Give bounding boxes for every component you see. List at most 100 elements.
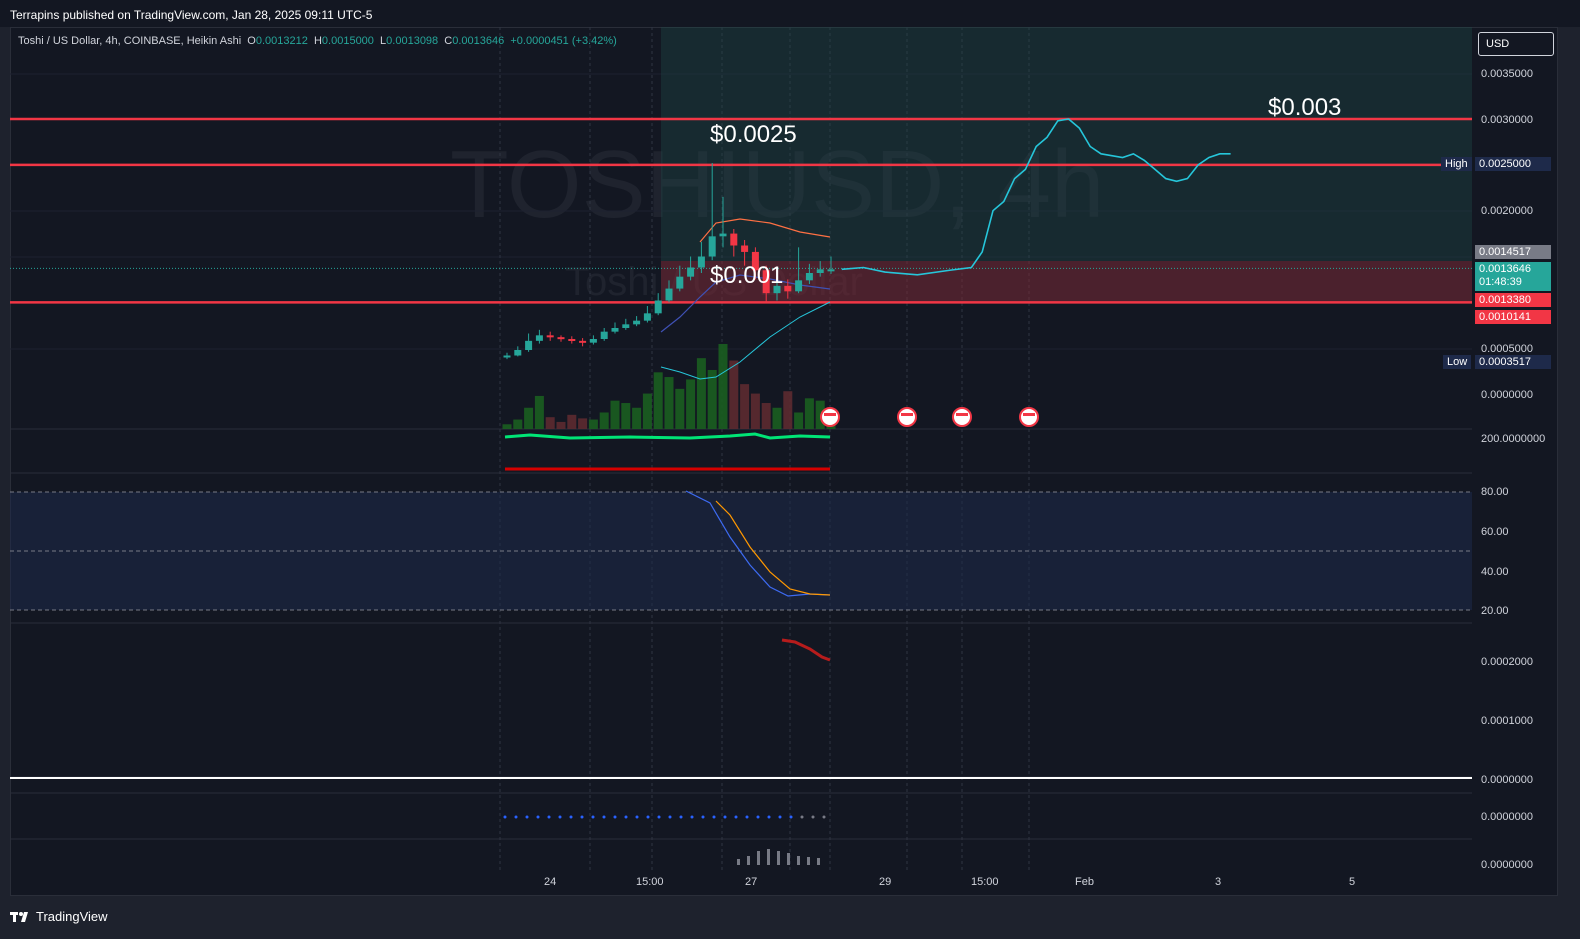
candle-body <box>687 267 695 277</box>
rsi-signal <box>715 500 831 596</box>
volume-bar <box>524 407 534 429</box>
annotation-target-0003: $0.003 <box>1268 94 1342 121</box>
volume-bar <box>664 377 674 429</box>
pane4-dot <box>690 815 694 819</box>
rsi-tick: 60.00 <box>1481 526 1509 538</box>
price-chart[interactable] <box>10 27 1558 896</box>
pane4-dot <box>767 815 771 819</box>
time-tick: 3 <box>1215 876 1222 888</box>
volume-bar <box>534 395 544 429</box>
pane4-dot <box>657 815 661 819</box>
forecast-line <box>841 118 1231 276</box>
pane4-dot <box>580 815 584 819</box>
volume-bar <box>588 419 598 429</box>
last-price-tag: 0.0013646 01:48:39 <box>1475 262 1551 291</box>
pane5-bar <box>757 851 760 865</box>
price-tag-3: 0.0010141 <box>1475 310 1551 324</box>
pane5-bar <box>747 856 750 865</box>
pane4-dot <box>547 815 551 819</box>
publish-info: Terrapins published on TradingView.com, … <box>10 8 373 22</box>
price-tick: 0.0020000 <box>1481 205 1533 217</box>
pane4-dot <box>789 815 793 819</box>
high-price-tag: 0.0025000 <box>1475 157 1551 171</box>
pane4-dot <box>822 815 826 819</box>
time-tick: 5 <box>1349 876 1356 888</box>
volume-bar <box>545 417 555 429</box>
us-event-flag-stripe <box>901 413 913 416</box>
volume-bar <box>804 398 814 429</box>
candle-body <box>730 233 738 246</box>
volume-bar <box>783 391 793 429</box>
pane4-dot <box>646 815 650 819</box>
pane3-tick: 0.0000000 <box>1481 774 1533 786</box>
band-upper <box>699 218 831 243</box>
volume-bar <box>815 400 825 429</box>
volume-bar <box>675 388 685 429</box>
candle-body <box>622 324 630 328</box>
price-tick: 0.0030000 <box>1481 114 1533 126</box>
candle-body <box>643 313 651 321</box>
pane4-dot <box>723 815 727 819</box>
candle-body <box>514 350 522 356</box>
chart-frame[interactable] <box>10 27 1558 896</box>
candle-body <box>741 245 749 252</box>
volume-bar <box>718 344 728 429</box>
us-event-flag-stripe <box>1023 413 1035 416</box>
pane5-bar <box>787 853 790 865</box>
volume-bar <box>556 421 566 429</box>
volume-bar <box>642 393 652 429</box>
pane5-bar <box>797 856 800 865</box>
pane5-bar <box>777 851 780 865</box>
pane4-dot <box>734 815 738 819</box>
price-tag-2: 0.0013380 <box>1475 293 1551 307</box>
change-value: +0.0000451 (+3.42%) <box>510 35 617 47</box>
pane4-dot <box>679 815 683 819</box>
tradingview-logo-icon <box>10 911 28 922</box>
pane4-dot <box>602 815 606 819</box>
open-value: 0.0013212 <box>255 35 308 47</box>
low-value: 0.0013098 <box>386 35 439 47</box>
time-tick: Feb <box>1075 876 1094 888</box>
candle-body <box>665 288 673 301</box>
us-event-flag-icon <box>897 407 917 427</box>
pane3-tick: 0.0001000 <box>1481 715 1533 727</box>
pane4-dot <box>778 815 782 819</box>
volume-bar <box>696 358 706 429</box>
us-event-flag-stripe <box>824 413 836 416</box>
rsi-tick: 80.00 <box>1481 486 1509 498</box>
candle-body <box>535 335 543 341</box>
band-middle <box>660 274 831 333</box>
currency-button[interactable]: USD <box>1478 32 1554 56</box>
volume-bar <box>653 372 663 429</box>
volume-bar <box>794 412 804 429</box>
pane4-dot <box>745 815 749 819</box>
pane5-tick: 0.0000000 <box>1481 859 1533 871</box>
symbol-title: Toshi / US Dollar, 4h, COINBASE, Heikin … <box>18 35 242 47</box>
pane4-dot <box>624 815 628 819</box>
pane4-tick: 0.0000000 <box>1481 811 1533 823</box>
time-tick: 27 <box>745 876 758 888</box>
volume-bar <box>772 407 782 429</box>
candle-body <box>546 335 554 338</box>
high-value: 0.0015000 <box>321 35 374 47</box>
band-lower <box>660 301 831 380</box>
pane1-green-line <box>504 432 831 440</box>
price-tick: 0.0005000 <box>1481 343 1533 355</box>
pane4-dot <box>558 815 562 819</box>
volume-bar <box>502 424 512 429</box>
candle-body <box>676 276 684 289</box>
volume-bar <box>686 379 696 429</box>
time-tick: 24 <box>544 876 557 888</box>
candle-body <box>503 355 511 358</box>
candle-body <box>557 337 565 340</box>
volume-bar <box>567 414 577 429</box>
rsi-tick: 40.00 <box>1481 566 1509 578</box>
annotation-target-0001: $0.001 <box>710 262 784 289</box>
tradingview-brand[interactable]: TradingView <box>10 909 108 924</box>
symbol-legend: Toshi / US Dollar, 4h, COINBASE, Heikin … <box>18 35 617 47</box>
price-tag-1: 0.0014517 <box>1475 245 1551 259</box>
pane5-bar <box>807 857 810 865</box>
bar-countdown: 01:48:39 <box>1479 276 1522 288</box>
candle-body <box>579 340 587 343</box>
low-price-tag: 0.0003517 <box>1475 355 1551 369</box>
